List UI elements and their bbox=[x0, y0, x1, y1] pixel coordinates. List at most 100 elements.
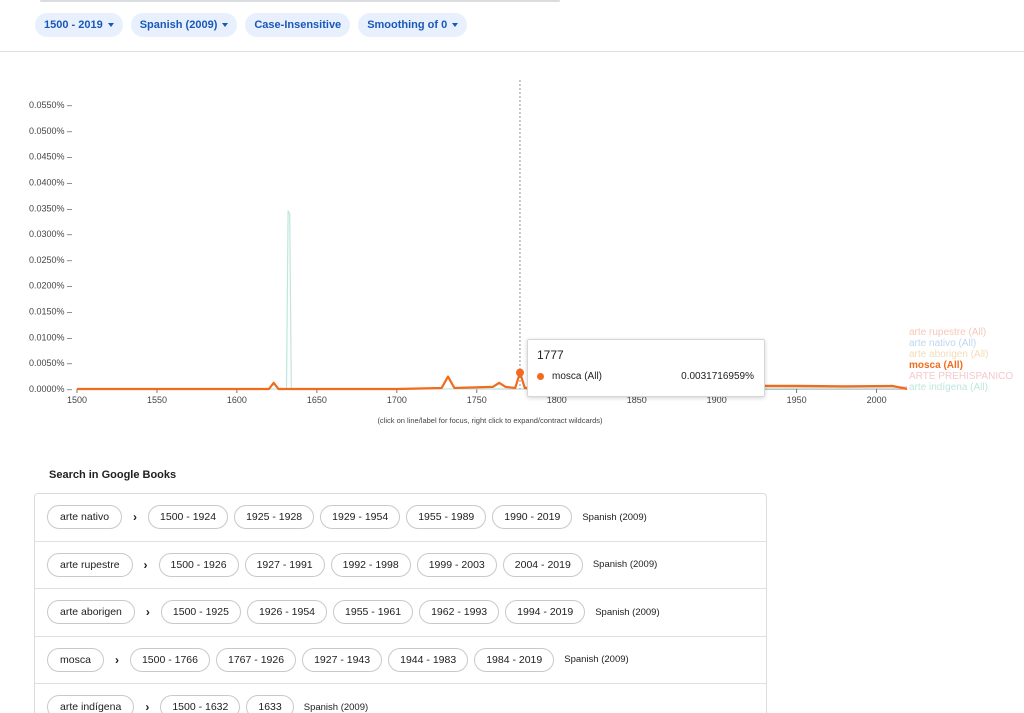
date-range-link[interactable]: 1927 - 1943 bbox=[302, 647, 383, 672]
y-tick-label: 0.0000% – bbox=[29, 384, 72, 394]
x-tick-label: 1550 bbox=[147, 395, 167, 405]
y-tick-label: 0.0450% – bbox=[29, 152, 72, 162]
y-axis: 0.0000% – 0.0050% – 0.0100% – 0.0150% – 0.02… bbox=[29, 100, 72, 394]
y-tick-label: 0.0200% – bbox=[29, 281, 72, 291]
chevron-down-icon bbox=[222, 23, 229, 27]
date-range-dropdown[interactable]: 1500 - 2019 bbox=[35, 13, 123, 37]
date-range-link[interactable]: 1633 bbox=[246, 695, 294, 713]
corpus-label: Spanish (2009) bbox=[564, 654, 629, 666]
chevron-right-icon: › bbox=[114, 652, 119, 667]
chevron-right-icon: › bbox=[145, 700, 150, 713]
chevron-down-icon bbox=[107, 23, 114, 27]
books-row: arte nativo › 1500 - 1924 1925 - 1928 1929 -… bbox=[35, 494, 766, 542]
date-range-link[interactable]: 1990 - 2019 bbox=[492, 505, 573, 530]
date-range-link[interactable]: 1767 - 1926 bbox=[216, 647, 297, 672]
date-range-link[interactable]: 1500 - 1766 bbox=[129, 647, 210, 672]
corpus-label: Spanish (2009) bbox=[582, 511, 647, 523]
date-range-link[interactable]: 1500 - 1924 bbox=[148, 505, 229, 530]
date-range-label: 1500 - 2019 bbox=[44, 19, 103, 31]
y-tick-label: 0.0100% – bbox=[29, 332, 72, 342]
date-range-link[interactable]: 1927 - 1991 bbox=[244, 552, 325, 577]
series-line-3[interactable] bbox=[77, 371, 908, 391]
y-tick-label: 0.0350% – bbox=[29, 203, 72, 213]
data-tooltip: 1777 mosca (All) 0.0031716959% bbox=[527, 339, 765, 397]
x-tick-label: 1900 bbox=[707, 395, 727, 405]
y-tick-label: 0.0250% – bbox=[29, 255, 72, 265]
chevron-right-icon: › bbox=[133, 510, 138, 525]
series-color-dot-icon bbox=[537, 373, 544, 380]
y-tick-label: 0.0400% – bbox=[29, 177, 72, 187]
books-row: arte aborigen › 1500 - 1925 1926 - 1954 1955… bbox=[35, 589, 766, 637]
y-tick-label: 0.0300% – bbox=[29, 229, 72, 239]
term-chip[interactable]: mosca bbox=[47, 647, 104, 672]
y-tick-label: 0.0550% – bbox=[29, 100, 72, 110]
tooltip-value: 0.0031716959% bbox=[681, 371, 754, 382]
term-chip[interactable]: arte aborigen bbox=[47, 600, 135, 625]
date-range-link[interactable]: 1500 - 1632 bbox=[160, 695, 241, 713]
smoothing-dropdown[interactable]: Smoothing of 0 bbox=[358, 13, 468, 37]
header-divider bbox=[0, 51, 1024, 52]
date-range-link[interactable]: 1992 - 1998 bbox=[330, 552, 411, 577]
x-tick-label: 2000 bbox=[867, 395, 887, 405]
x-tick-label: 1750 bbox=[467, 395, 487, 405]
x-tick-label: 1500 bbox=[67, 395, 87, 405]
legend-item-5[interactable]: arte indígena (All) bbox=[909, 382, 988, 393]
books-row: arte rupestre › 1500 - 1926 1927 - 1991 1992… bbox=[35, 542, 766, 589]
term-chip[interactable]: arte indígena bbox=[47, 695, 135, 713]
corpus-label: Spanish (2009) bbox=[592, 559, 658, 571]
filter-bar: 1500 - 2019 Spanish (2009) Case-Insensit… bbox=[35, 13, 468, 37]
legend-item-3[interactable]: mosca (All) bbox=[909, 360, 963, 371]
date-range-link[interactable]: 1955 - 1989 bbox=[406, 505, 487, 530]
ngram-chart[interactable]: 0.0000% – 0.0050% – 0.0100% – 0.0150% – 0.02… bbox=[0, 60, 1024, 440]
corpus-label: Spanish (2009) bbox=[303, 701, 369, 713]
date-range-link[interactable]: 1925 - 1928 bbox=[234, 505, 315, 530]
date-range-link[interactable]: 1994 - 2019 bbox=[505, 600, 586, 625]
books-list: arte nativo › 1500 - 1924 1925 - 1928 1929 -… bbox=[34, 493, 767, 713]
date-range-link[interactable]: 1955 - 1961 bbox=[333, 600, 414, 625]
legend-item-4[interactable]: ARTE PREHISPANICO bbox=[909, 371, 1013, 382]
books-row: mosca › 1500 - 1766 1767 - 1926 1927 - 1943 1… bbox=[35, 637, 766, 684]
date-range-link[interactable]: 1944 - 1983 bbox=[388, 647, 469, 672]
date-range-link[interactable]: 1962 - 1993 bbox=[419, 600, 500, 625]
x-tick-label: 1850 bbox=[627, 395, 647, 405]
legend-item-2[interactable]: arte aborigen (All) bbox=[909, 349, 988, 360]
chevron-right-icon: › bbox=[145, 605, 150, 620]
chart-legend[interactable]: arte rupestre (All)arte nativo (All)arte… bbox=[909, 327, 1013, 393]
corpus-dropdown[interactable]: Spanish (2009) bbox=[130, 13, 238, 37]
x-tick-label: 1800 bbox=[547, 395, 567, 405]
corpus-label: Spanish (2009) bbox=[595, 606, 660, 618]
chevron-down-icon bbox=[452, 23, 459, 27]
case-insensitive-toggle[interactable]: Case-Insensitive bbox=[245, 13, 351, 37]
x-tick-label: 1600 bbox=[227, 395, 247, 405]
chevron-right-icon: › bbox=[143, 557, 148, 572]
x-tick-label: 1950 bbox=[787, 395, 807, 405]
legend-item-0[interactable]: arte rupestre (All) bbox=[909, 327, 986, 338]
date-range-link[interactable]: 1929 - 1954 bbox=[320, 505, 401, 530]
search-box-edge bbox=[40, 0, 560, 2]
chart-hint: (click on line/label for focus, right cl… bbox=[377, 416, 603, 425]
legend-item-1[interactable]: arte nativo (All) bbox=[909, 338, 976, 349]
x-tick-label: 1700 bbox=[387, 395, 407, 405]
x-tick-label: 1650 bbox=[307, 395, 327, 405]
date-range-link[interactable]: 1999 - 2003 bbox=[416, 552, 497, 577]
tooltip-year: 1777 bbox=[537, 348, 564, 362]
tooltip-series: mosca (All) bbox=[552, 371, 603, 382]
x-axis: 1500 1550 1600 1650 1700 1750 1800 1850 1900 1950… bbox=[67, 388, 907, 405]
date-range-link[interactable]: 1984 - 2019 bbox=[474, 647, 555, 672]
date-range-link[interactable]: 1926 - 1954 bbox=[246, 600, 328, 625]
case-label: Case-Insensitive bbox=[254, 19, 342, 31]
date-range-link[interactable]: 2004 - 2019 bbox=[502, 552, 583, 577]
y-tick-label: 0.0500% – bbox=[29, 126, 72, 136]
series-line-5[interactable] bbox=[77, 210, 908, 390]
books-row: arte indígena › 1500 - 1632 1633 Spanish (20… bbox=[35, 684, 766, 713]
series-lines[interactable] bbox=[77, 210, 908, 391]
hover-point bbox=[515, 368, 524, 377]
smoothing-label: Smoothing of 0 bbox=[367, 19, 448, 31]
term-chip[interactable]: arte rupestre bbox=[47, 552, 133, 577]
date-range-link[interactable]: 1500 - 1925 bbox=[160, 600, 241, 625]
date-range-link[interactable]: 1500 - 1926 bbox=[158, 552, 239, 577]
books-section-title: Search in Google Books bbox=[49, 469, 177, 481]
term-chip[interactable]: arte nativo bbox=[47, 505, 123, 530]
y-tick-label: 0.0150% – bbox=[29, 307, 72, 317]
corpus-label: Spanish (2009) bbox=[139, 19, 218, 31]
